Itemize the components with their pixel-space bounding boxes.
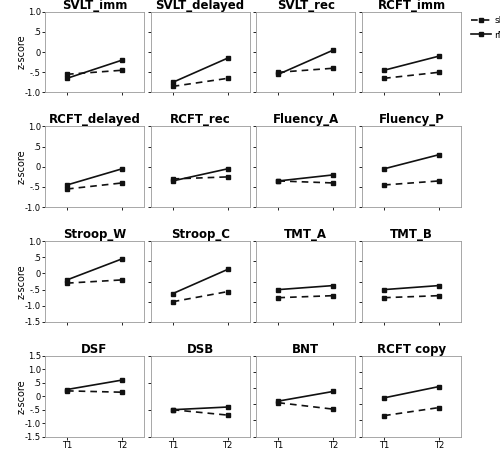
- Title: Stroop_C: Stroop_C: [170, 228, 230, 241]
- Y-axis label: z-score: z-score: [17, 149, 27, 184]
- Title: SVLT_imm: SVLT_imm: [62, 0, 127, 12]
- Y-axis label: z-score: z-score: [17, 379, 27, 414]
- Title: DSB: DSB: [186, 343, 214, 356]
- Y-axis label: z-score: z-score: [17, 264, 27, 299]
- Title: RCFT_delayed: RCFT_delayed: [48, 113, 140, 127]
- Title: TMT_A: TMT_A: [284, 228, 328, 241]
- Title: Fluency_P: Fluency_P: [378, 113, 444, 127]
- Title: BNT: BNT: [292, 343, 320, 356]
- Title: RCFT_rec: RCFT_rec: [170, 113, 230, 127]
- Title: DSF: DSF: [82, 343, 108, 356]
- Title: RCFT_imm: RCFT_imm: [378, 0, 446, 12]
- Legend: sMCI, rMCI: sMCI, rMCI: [471, 16, 500, 40]
- Title: Fluency_A: Fluency_A: [272, 113, 339, 127]
- Title: RCFT copy: RCFT copy: [377, 343, 446, 356]
- Title: SVLT_delayed: SVLT_delayed: [156, 0, 244, 12]
- Title: Stroop_W: Stroop_W: [63, 228, 126, 241]
- Y-axis label: z-score: z-score: [17, 35, 27, 70]
- Title: TMT_B: TMT_B: [390, 228, 433, 241]
- Title: SVLT_rec: SVLT_rec: [277, 0, 335, 12]
